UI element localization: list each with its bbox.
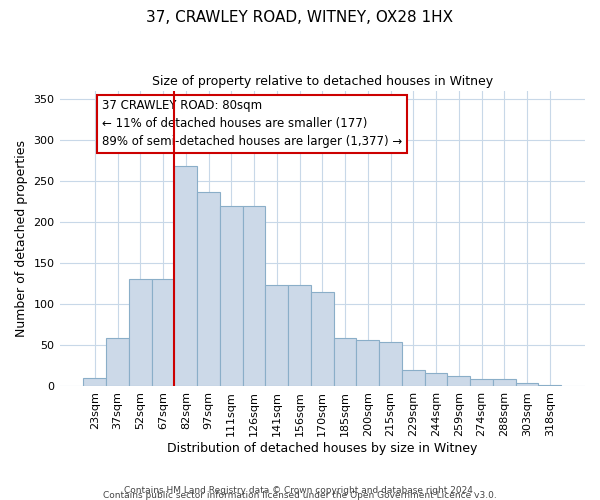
Bar	[538, 385, 561, 386]
Bar	[152, 279, 175, 386]
Bar	[242, 206, 265, 386]
Text: 37 CRAWLEY ROAD: 80sqm
← 11% of detached houses are smaller (177)
89% of semi-de: 37 CRAWLEY ROAD: 80sqm ← 11% of detached…	[101, 100, 402, 148]
Bar	[425, 374, 448, 386]
Bar	[356, 340, 379, 386]
Bar	[493, 379, 515, 386]
Bar	[288, 284, 311, 386]
X-axis label: Distribution of detached houses by size in Witney: Distribution of detached houses by size …	[167, 442, 478, 455]
Bar	[379, 342, 402, 386]
Bar	[448, 376, 470, 386]
Bar	[129, 279, 152, 386]
Text: Contains public sector information licensed under the Open Government Licence v3: Contains public sector information licen…	[103, 490, 497, 500]
Text: Contains HM Land Registry data © Crown copyright and database right 2024.: Contains HM Land Registry data © Crown c…	[124, 486, 476, 495]
Bar	[175, 166, 197, 386]
Bar	[402, 370, 425, 386]
Y-axis label: Number of detached properties: Number of detached properties	[15, 140, 28, 337]
Bar	[106, 338, 129, 386]
Bar	[515, 383, 538, 386]
Bar	[470, 379, 493, 386]
Title: Size of property relative to detached houses in Witney: Size of property relative to detached ho…	[152, 75, 493, 88]
Bar	[334, 338, 356, 386]
Bar	[265, 284, 288, 386]
Bar	[311, 292, 334, 386]
Bar	[83, 378, 106, 386]
Bar	[220, 206, 242, 386]
Text: 37, CRAWLEY ROAD, WITNEY, OX28 1HX: 37, CRAWLEY ROAD, WITNEY, OX28 1HX	[146, 10, 454, 25]
Bar	[197, 192, 220, 386]
